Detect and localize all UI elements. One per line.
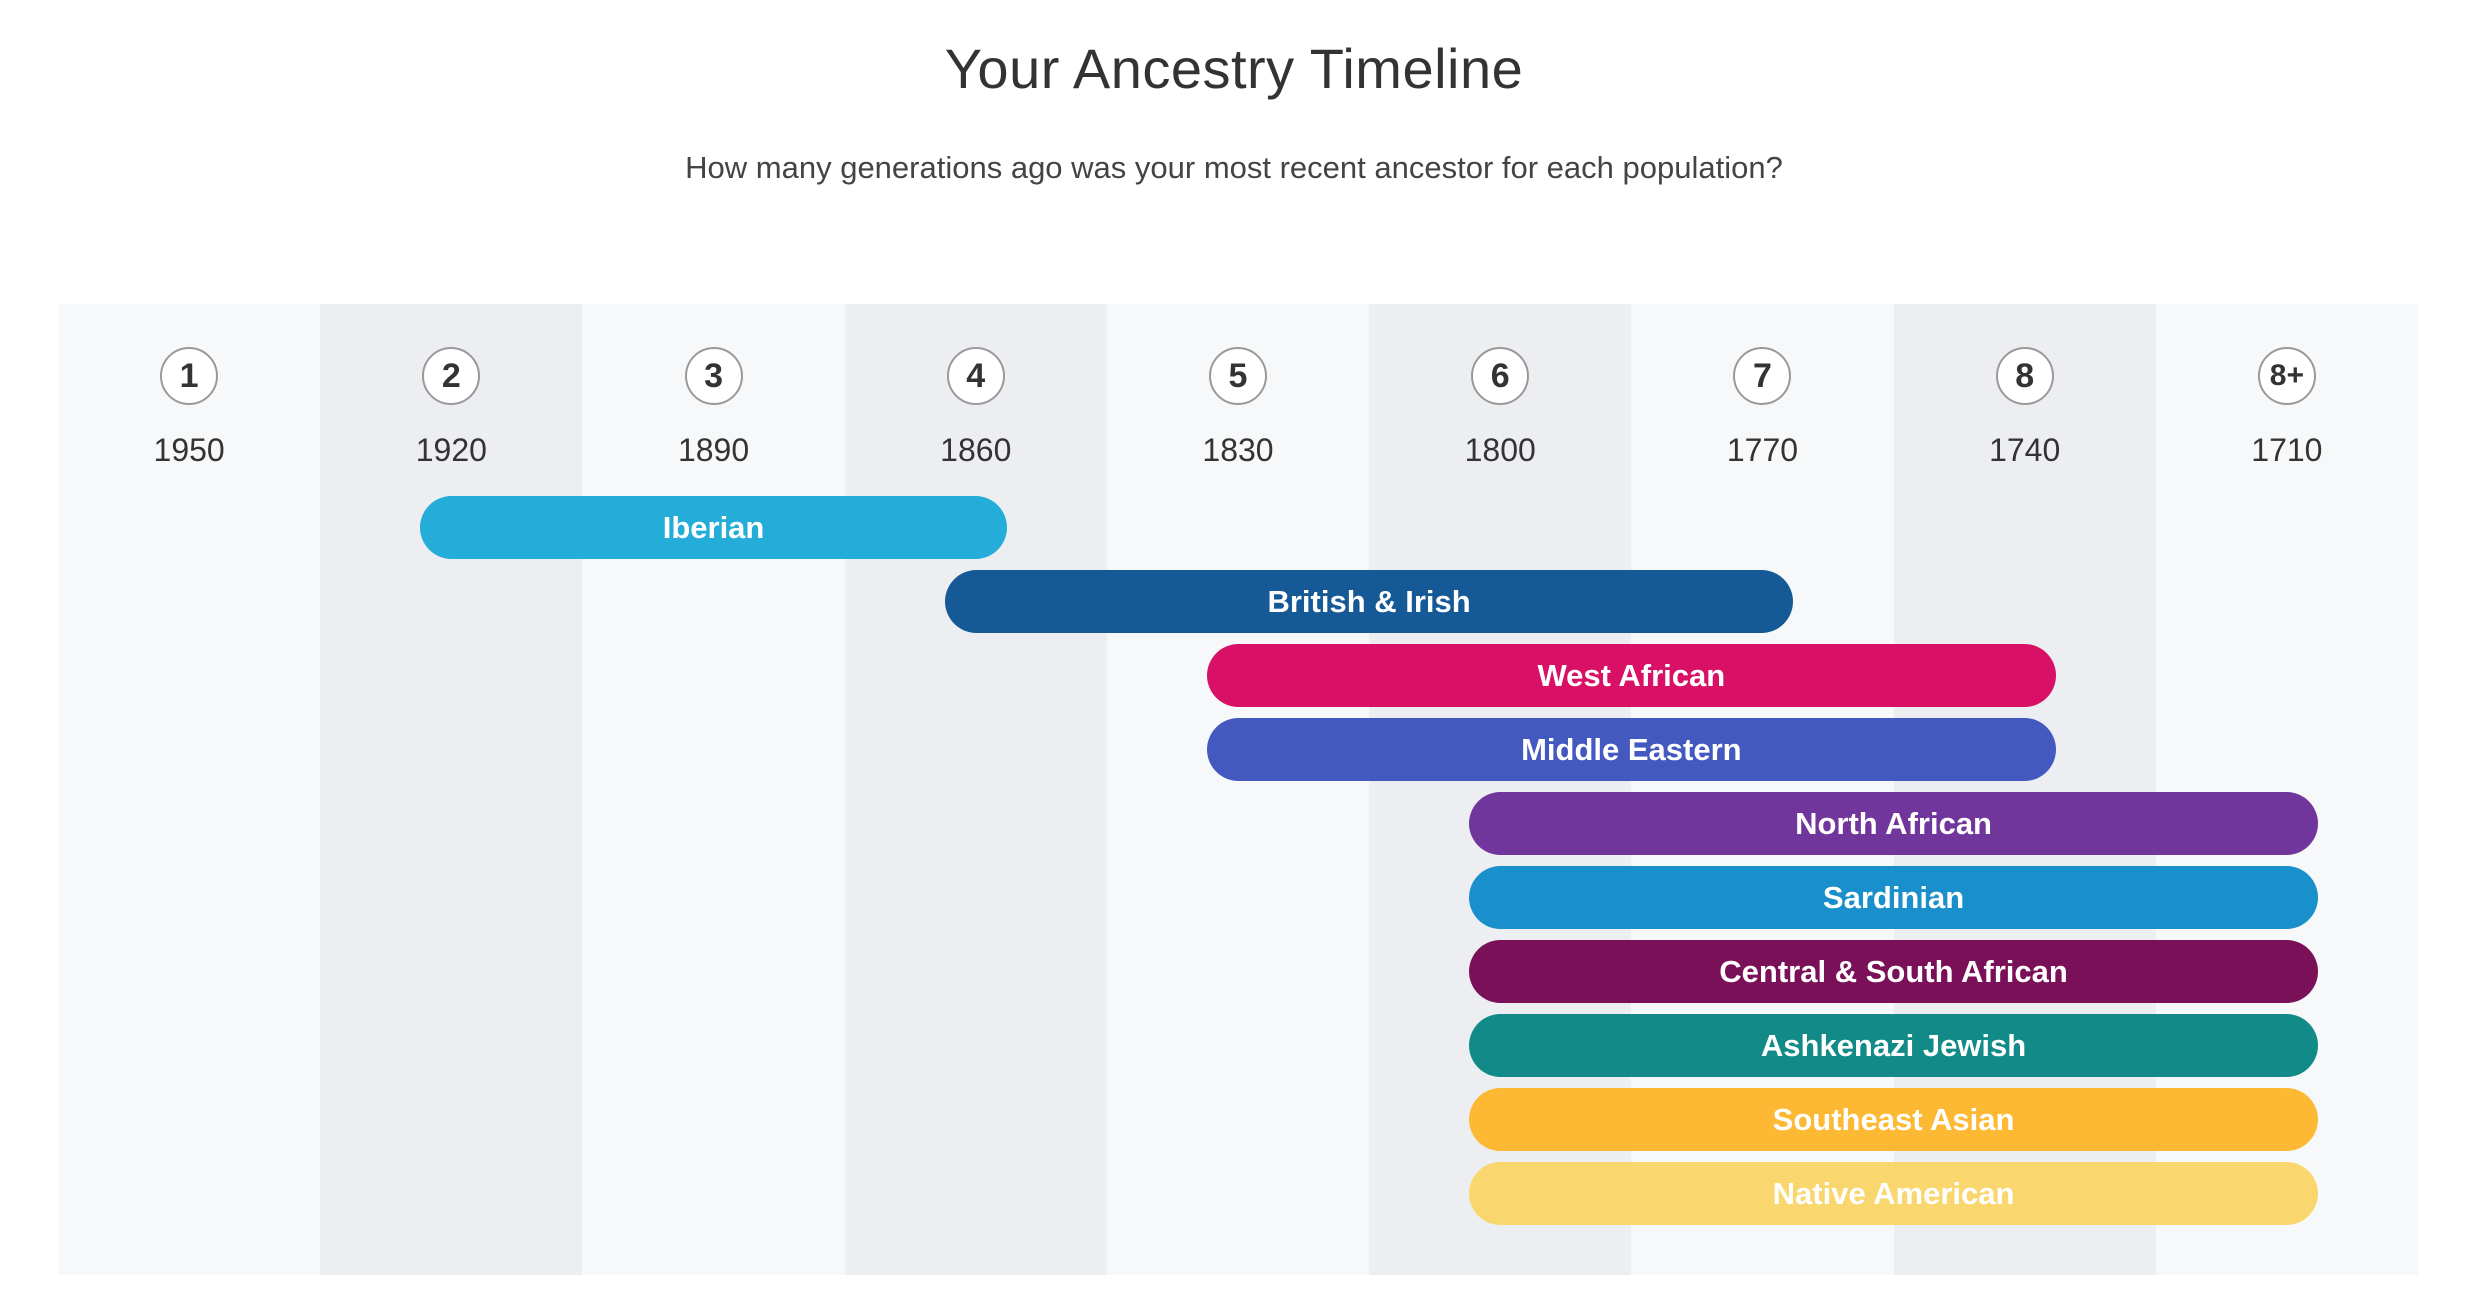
generation-badge: 7	[1733, 347, 1792, 405]
year-label: 1710	[2251, 432, 2323, 468]
generation-badge: 2	[422, 347, 481, 405]
chart-title: Your Ancestry Timeline	[944, 37, 1524, 100]
population-bar: Iberian	[420, 496, 1007, 559]
chart-subtitle: How many generations ago was your most r…	[685, 150, 1783, 185]
population-bar: British & Irish	[944, 570, 1794, 633]
generation-badge: 8+	[2257, 347, 2316, 405]
generation-badge: 5	[1209, 347, 1267, 405]
population-bar: Middle Eastern	[1207, 718, 2056, 781]
year-label: 1890	[677, 432, 750, 468]
generation-badge: 8	[1995, 347, 2054, 405]
population-bar: North African	[1469, 792, 2318, 855]
generation-badge: 4	[946, 347, 1005, 405]
year-label: 1950	[153, 432, 225, 468]
generation-badge: 6	[1471, 347, 1530, 405]
population-bar: Native American	[1469, 1162, 2318, 1225]
generation-badge: 1	[160, 347, 219, 405]
population-bar: Sardinian	[1469, 866, 2318, 929]
year-label: 1920	[415, 432, 487, 468]
generation-column	[582, 304, 845, 1275]
population-bar: West African	[1207, 644, 2056, 707]
population-bar: Central & South African	[1469, 940, 2318, 1003]
year-label: 1800	[1464, 432, 1536, 468]
generation-column	[1106, 304, 1370, 1275]
population-bar: Ashkenazi Jewish	[1469, 1014, 2318, 1077]
population-bar: Southeast Asian	[1469, 1088, 2318, 1151]
generation-column	[58, 304, 321, 1275]
generation-column	[844, 304, 1107, 1275]
generation-column	[320, 304, 583, 1275]
year-label: 1860	[940, 432, 1012, 468]
year-label: 1830	[1202, 432, 1274, 468]
timeline-panel: 1 1950 2 1920 3 1890 4 1860 5 1830 6 1800 7 1770 8 1740…	[58, 304, 2418, 1275]
year-label: 1770	[1726, 432, 1799, 468]
generation-badge: 3	[684, 347, 743, 405]
year-label: 1740	[1989, 432, 2061, 468]
